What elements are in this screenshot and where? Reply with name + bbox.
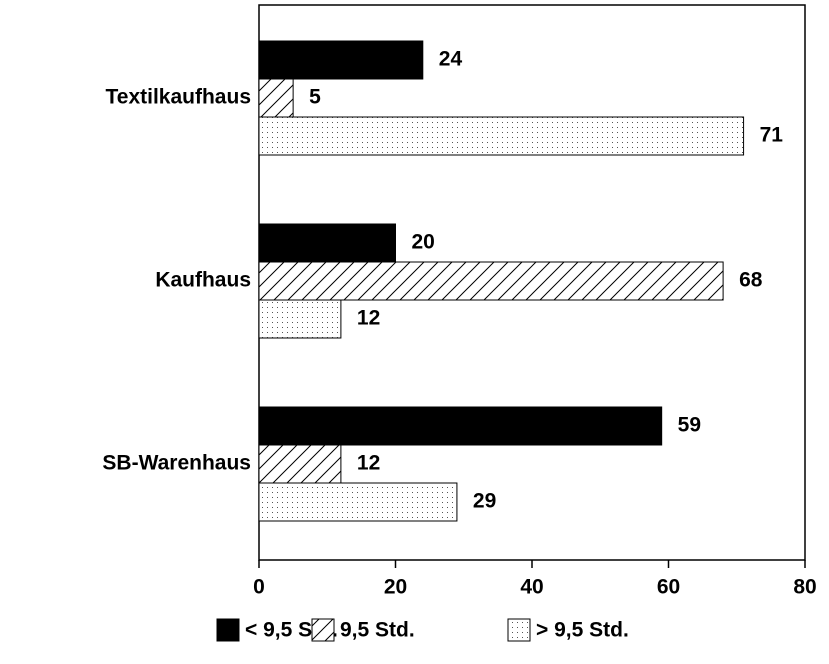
legend-label: 9,5 Std.: [340, 619, 415, 642]
bar: [258, 444, 342, 484]
bar: [258, 116, 745, 156]
data-label: 24: [439, 48, 463, 71]
bar: [258, 223, 396, 263]
legend-swatch: [311, 618, 335, 642]
legend-label: > 9,5 Std.: [536, 619, 629, 642]
bar: [258, 261, 724, 301]
bar: [258, 40, 424, 80]
data-label: 20: [412, 231, 435, 254]
data-label: 12: [357, 452, 380, 475]
data-label: 59: [678, 414, 701, 437]
bar: [258, 406, 663, 446]
legend-swatch: [216, 618, 240, 642]
data-label: 12: [357, 307, 380, 330]
bar: [258, 78, 294, 118]
legend-swatch: [507, 618, 531, 642]
y-tick-label: Textilkaufhaus: [106, 86, 251, 109]
y-tick-label: SB-Warenhaus: [102, 452, 251, 475]
x-tick-label: 80: [793, 576, 816, 599]
data-label: 5: [309, 86, 321, 109]
x-tick-label: 60: [657, 576, 680, 599]
y-tick-label: Kaufhaus: [155, 269, 251, 292]
data-label: 71: [760, 124, 784, 147]
data-label: 68: [739, 269, 763, 292]
x-tick-label: 20: [384, 576, 407, 599]
bar: [258, 299, 342, 339]
x-tick-label: 40: [520, 576, 543, 599]
x-tick-label: 0: [253, 576, 265, 599]
data-label: 29: [473, 490, 496, 513]
bar: [258, 482, 458, 522]
